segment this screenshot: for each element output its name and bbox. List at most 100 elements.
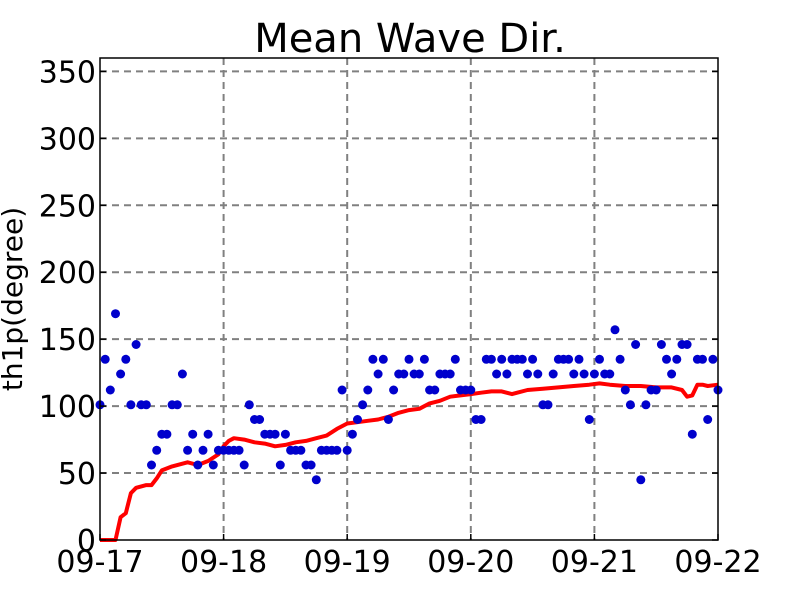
data-point xyxy=(574,354,584,364)
data-point xyxy=(605,369,615,379)
data-point xyxy=(105,385,115,395)
data-point xyxy=(595,354,604,364)
data-point xyxy=(363,385,373,395)
data-point xyxy=(280,429,290,439)
x-tick-label: 09-22 xyxy=(674,545,761,580)
data-point xyxy=(548,369,558,379)
data-point xyxy=(275,460,285,470)
data-point xyxy=(497,354,507,364)
data-point xyxy=(342,445,352,455)
data-point xyxy=(523,369,532,379)
data-point xyxy=(615,354,625,364)
scatter-series xyxy=(95,309,723,485)
data-point xyxy=(203,429,213,439)
data-point xyxy=(255,415,265,424)
data-point xyxy=(610,325,620,335)
data-point xyxy=(584,415,594,424)
data-point xyxy=(682,340,692,349)
data-point xyxy=(152,445,162,455)
data-point xyxy=(147,460,156,470)
data-point xyxy=(131,340,141,349)
data-point xyxy=(162,429,172,439)
data-point xyxy=(636,475,646,485)
data-point xyxy=(389,385,399,395)
data-point xyxy=(378,354,388,364)
data-point xyxy=(244,400,254,410)
data-point xyxy=(543,400,553,410)
axis-ticks: 0 50 100 150 200 250 300 350 09-17 09-18 09-19 09-2… xyxy=(39,55,762,580)
data-point xyxy=(121,354,131,364)
data-point xyxy=(631,340,641,349)
data-point xyxy=(466,385,476,395)
y-tick-label: 50 xyxy=(58,457,96,492)
data-point xyxy=(419,354,429,364)
x-tick-label: 09-19 xyxy=(304,545,391,580)
chart-title: Mean Wave Dir. xyxy=(254,16,566,62)
data-point xyxy=(296,445,306,455)
data-point xyxy=(528,354,538,364)
y-axis-label: th1p(degree) xyxy=(0,207,29,391)
data-point xyxy=(656,340,666,349)
grid xyxy=(100,58,718,540)
x-tick-label: 09-20 xyxy=(427,545,514,580)
data-point xyxy=(234,445,244,455)
data-point xyxy=(306,460,316,470)
y-tick-label: 250 xyxy=(39,189,96,224)
data-point xyxy=(208,460,218,470)
data-point xyxy=(126,400,136,410)
data-point xyxy=(368,354,378,364)
data-point xyxy=(662,354,671,364)
data-point xyxy=(116,369,126,379)
data-point xyxy=(270,429,280,439)
data-point xyxy=(239,460,249,470)
data-point xyxy=(111,309,120,319)
data-point xyxy=(358,400,368,410)
data-point xyxy=(708,354,718,364)
data-point xyxy=(698,354,707,364)
y-tick-label: 150 xyxy=(39,323,96,358)
data-point xyxy=(373,369,383,379)
y-tick-label: 100 xyxy=(39,390,96,425)
data-point xyxy=(667,369,677,379)
data-point xyxy=(625,400,635,410)
x-tick-label: 09-18 xyxy=(180,545,267,580)
data-point xyxy=(651,385,661,395)
data-point xyxy=(353,415,362,424)
data-point xyxy=(347,429,357,439)
data-point xyxy=(641,400,651,410)
data-point xyxy=(141,400,151,410)
data-point xyxy=(476,415,486,424)
data-point xyxy=(311,475,321,485)
data-point xyxy=(703,415,713,424)
data-point xyxy=(502,369,512,379)
data-point xyxy=(430,385,440,395)
smoothed-line-series xyxy=(100,381,719,542)
data-point xyxy=(620,385,630,395)
data-point xyxy=(589,369,599,379)
data-point xyxy=(445,369,455,379)
data-point xyxy=(337,385,347,395)
data-point xyxy=(672,354,682,364)
data-point xyxy=(414,369,424,379)
data-point xyxy=(569,369,579,379)
data-point xyxy=(177,369,187,379)
y-tick-label: 0 xyxy=(77,524,96,559)
y-tick-label: 200 xyxy=(39,256,96,291)
x-tick-label: 09-17 xyxy=(56,545,143,580)
x-tick-label: 09-21 xyxy=(551,545,638,580)
data-point xyxy=(533,369,543,379)
y-tick-label: 300 xyxy=(39,122,96,157)
data-point xyxy=(332,445,342,455)
data-point xyxy=(198,445,208,455)
data-point xyxy=(564,354,574,364)
y-tick-label: 350 xyxy=(39,55,96,90)
data-point xyxy=(193,460,203,470)
data-point xyxy=(399,369,409,379)
data-point xyxy=(517,354,527,364)
series-line xyxy=(100,381,719,542)
data-point xyxy=(450,354,460,364)
data-point xyxy=(188,429,198,439)
data-point xyxy=(383,415,393,424)
data-point xyxy=(492,369,502,379)
